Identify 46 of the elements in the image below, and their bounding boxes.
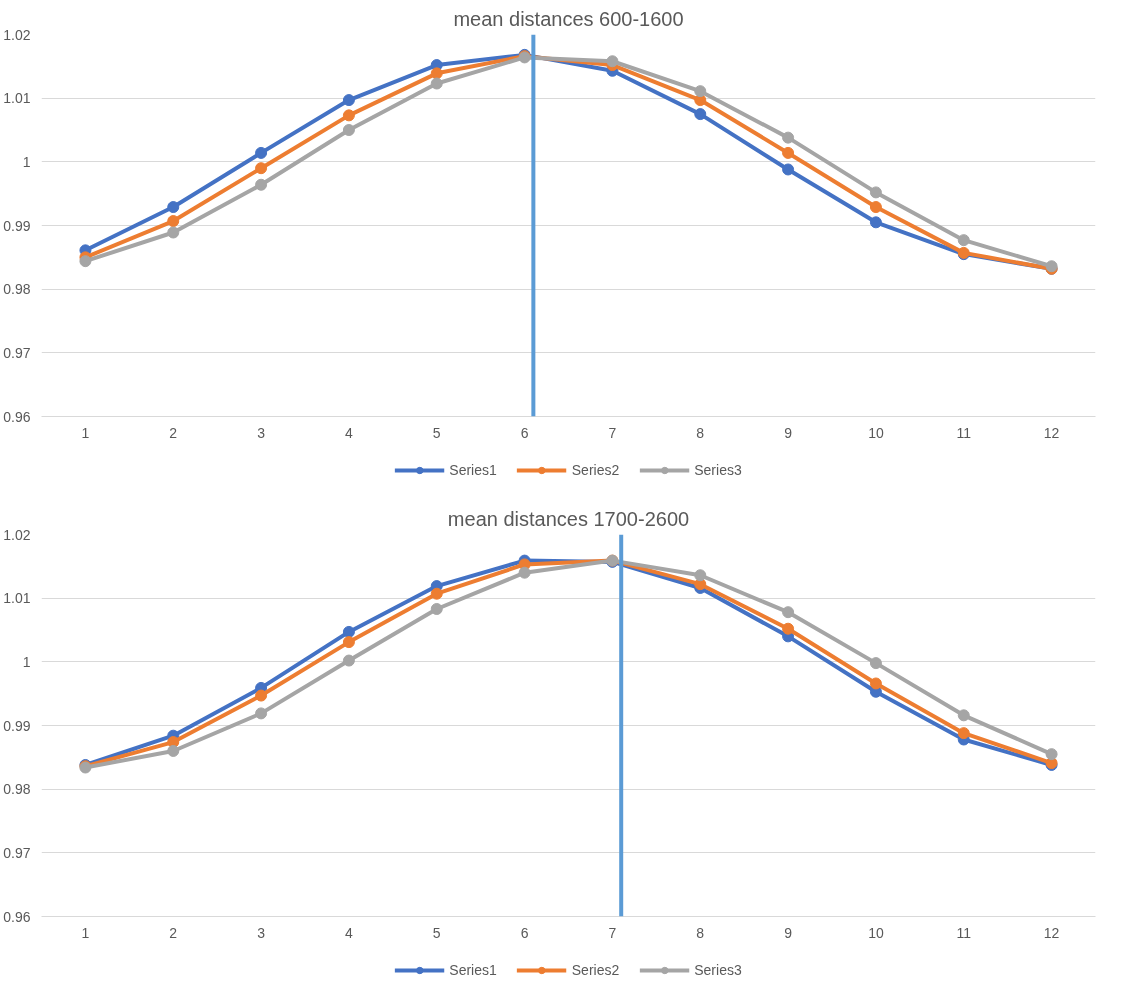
x-tick-label: 12 bbox=[1043, 424, 1060, 441]
y-tick-label: 1.02 bbox=[3, 526, 31, 543]
legend-label: Series1 bbox=[449, 962, 497, 978]
x-tick-label: 11 bbox=[956, 424, 972, 441]
legend-label: Series3 bbox=[694, 462, 742, 478]
y-tick-label: 1 bbox=[22, 653, 31, 670]
x-tick-label: 5 bbox=[432, 424, 441, 441]
x-tick-label: 11 bbox=[956, 924, 972, 941]
y-tick-label: 0.99 bbox=[3, 717, 31, 734]
y-tick-label: 1.01 bbox=[3, 590, 31, 607]
y-tick-label: 0.96 bbox=[3, 408, 31, 425]
chart-title: mean distances 1700-2600 bbox=[447, 507, 690, 530]
y-tick-label: 0.98 bbox=[3, 781, 31, 798]
x-tick-label: 9 bbox=[784, 424, 793, 441]
y-tick-label: 0.99 bbox=[3, 217, 31, 234]
legend-label: Series1 bbox=[449, 462, 497, 478]
legend-label: Series2 bbox=[571, 962, 620, 978]
x-tick-label: 12 bbox=[1043, 924, 1060, 941]
x-tick-label: 1 bbox=[81, 924, 90, 941]
x-tick-label: 7 bbox=[608, 424, 617, 441]
y-tick-label: 0.97 bbox=[3, 344, 31, 361]
x-tick-label: 1 bbox=[81, 424, 90, 441]
x-tick-label: 10 bbox=[868, 924, 884, 941]
x-tick-label: 5 bbox=[432, 924, 441, 941]
legend-label: Series2 bbox=[571, 462, 620, 478]
x-tick-label: 8 bbox=[696, 424, 705, 441]
x-tick-label: 3 bbox=[257, 924, 266, 941]
x-tick-label: 4 bbox=[345, 924, 354, 941]
x-tick-label: 8 bbox=[696, 924, 705, 941]
y-tick-label: 0.97 bbox=[3, 844, 31, 861]
chart-title: mean distances 600-1600 bbox=[453, 7, 684, 30]
y-tick-label: 1 bbox=[22, 153, 31, 170]
x-tick-label: 2 bbox=[169, 924, 178, 941]
x-tick-label: 2 bbox=[169, 424, 178, 441]
x-tick-label: 10 bbox=[868, 424, 884, 441]
x-tick-label: 4 bbox=[345, 424, 354, 441]
x-tick-label: 9 bbox=[784, 924, 793, 941]
y-tick-label: 1.02 bbox=[3, 26, 31, 43]
y-tick-label: 0.98 bbox=[3, 281, 31, 298]
y-tick-label: 0.96 bbox=[3, 908, 31, 925]
legend-label: Series3 bbox=[694, 962, 742, 978]
y-tick-label: 1.01 bbox=[3, 90, 31, 107]
x-tick-label: 6 bbox=[520, 924, 529, 941]
x-tick-label: 6 bbox=[520, 424, 529, 441]
x-tick-label: 3 bbox=[257, 424, 266, 441]
x-tick-label: 7 bbox=[608, 924, 617, 941]
